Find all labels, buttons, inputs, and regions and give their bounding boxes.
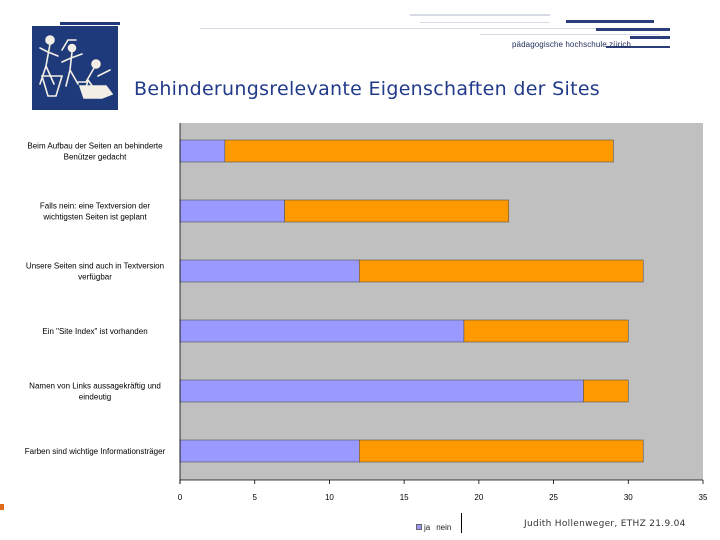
header-deco-band xyxy=(630,36,670,39)
header-deco-band xyxy=(596,28,670,31)
bar-ja-4 xyxy=(179,379,584,403)
legend-item-ja: ja xyxy=(416,523,430,532)
header-deco-band xyxy=(606,46,670,48)
bar-ja-5 xyxy=(179,439,360,463)
legend-swatch-ja xyxy=(416,524,422,530)
header-deco-line xyxy=(420,22,550,23)
chart-legend: ja nein xyxy=(416,513,463,537)
bar-nein-3 xyxy=(463,319,629,343)
logo-icon xyxy=(32,26,118,110)
x-tick-label: 0 xyxy=(178,493,183,502)
legend-separator xyxy=(461,513,463,533)
category-label-4: eindeutig xyxy=(79,393,111,402)
category-label-2: Unsere Seiten sind auch in Textversion xyxy=(26,262,164,271)
header-deco-line xyxy=(60,22,120,25)
x-tick-label: 10 xyxy=(325,493,334,502)
header-deco-band xyxy=(566,20,654,23)
left-accent-mark xyxy=(0,504,4,510)
bar-ja-1 xyxy=(179,199,285,223)
institution-name: pädagogische hochschule zürich xyxy=(512,40,632,49)
x-tick-label: 35 xyxy=(699,493,708,502)
slide-title: Behinderungsrelevante Eigenschaften der … xyxy=(134,78,601,100)
legend-label-ja: ja xyxy=(424,522,431,532)
header-deco-line xyxy=(200,28,670,29)
category-label-0: Beim Aufbau der Seiten an behinderte xyxy=(27,142,163,151)
x-tick-label: 15 xyxy=(400,493,409,502)
plot-area xyxy=(180,123,703,480)
category-label-3: Ein "Site Index" ist vorhanden xyxy=(42,327,147,336)
category-label-1: wichtigsten Seiten ist geplant xyxy=(42,213,147,222)
bar-ja-2 xyxy=(179,259,360,283)
legend-item-nein: nein xyxy=(436,523,451,532)
bar-ja-3 xyxy=(179,319,465,343)
category-label-5: Farben sind wichtige Informationsträger xyxy=(25,447,166,456)
bar-ja-0 xyxy=(179,139,226,163)
bar-nein-0 xyxy=(224,139,614,163)
bar-nein-2 xyxy=(359,259,644,283)
footer-credit: Judith Hollenweger, ETHZ 21.9.04 xyxy=(524,519,686,529)
category-label-1: Falls nein: eine Textversion der xyxy=(40,202,150,211)
x-tick-label: 5 xyxy=(252,493,257,502)
header-deco-line xyxy=(410,14,550,16)
x-tick-label: 25 xyxy=(549,493,558,502)
legend-label-nein: nein xyxy=(436,522,452,532)
bar-nein-1 xyxy=(284,199,510,223)
bar-nein-5 xyxy=(359,439,644,463)
category-label-2: verfügbar xyxy=(78,273,112,282)
x-tick-label: 30 xyxy=(624,493,633,502)
category-label-4: Namen von Links aussagekräftig und xyxy=(29,382,161,391)
x-tick-label: 20 xyxy=(474,493,483,502)
header-deco-line xyxy=(480,34,660,35)
bar-nein-4 xyxy=(583,379,629,403)
category-label-0: Benützer gedacht xyxy=(64,153,127,162)
